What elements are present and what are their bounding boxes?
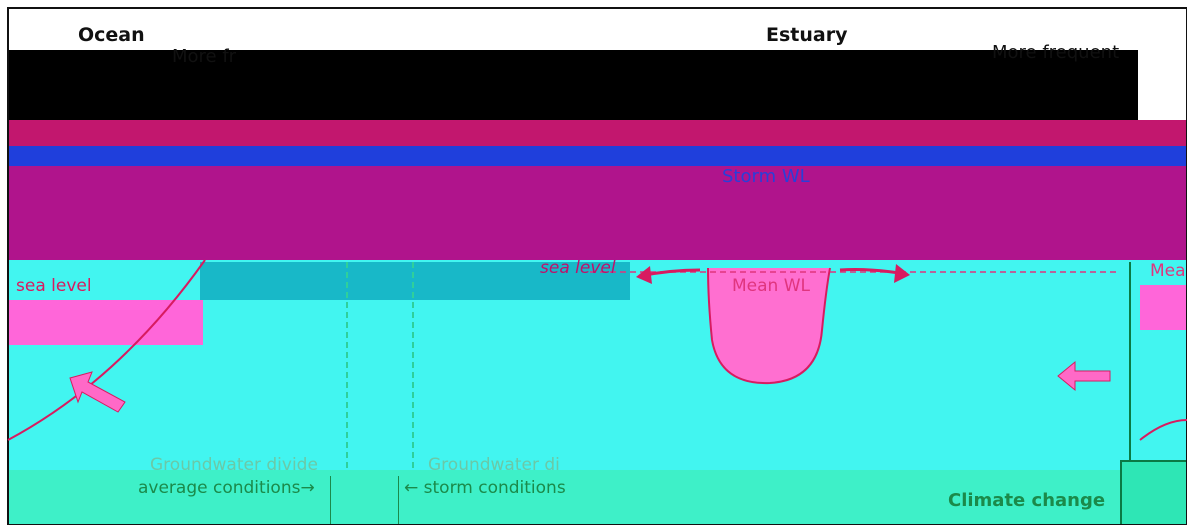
average-conditions-label: average conditions→ — [138, 478, 315, 498]
groundwater-divide-left-label: Groundwater divide — [150, 455, 318, 475]
mean-wl-label: Mean WL — [732, 276, 811, 296]
recharge-arrow-right — [1057, 360, 1111, 392]
saline-wedge-left — [8, 300, 203, 345]
sea-level-estuary-label: sea level — [540, 258, 616, 278]
beach-sediment-block — [200, 262, 630, 300]
tide-arrow-right-head — [894, 264, 910, 283]
more-frequent-right-label: More frequent — [992, 42, 1120, 63]
storm-wave-band — [8, 146, 1187, 166]
more-frequent-left-label: More fr — [172, 46, 237, 67]
storm-surge-band — [8, 120, 1187, 146]
groundwater-divide-average-line — [346, 262, 348, 468]
saltwater-interface-left — [7, 259, 206, 441]
average-conditions-marker — [330, 476, 331, 524]
intrusion-arrow-left — [69, 371, 126, 413]
water-surface-band — [8, 166, 1187, 260]
storm-conditions-label: ← storm conditions — [404, 478, 566, 498]
aquifer-lower-region — [8, 470, 1187, 525]
groundwater-divide-storm-line — [412, 262, 414, 468]
saline-wedge-right — [1140, 285, 1187, 330]
storm-wl-label: Storm WL — [722, 166, 810, 187]
climate-change-label: Climate change — [948, 490, 1106, 511]
ocean-label: Ocean — [78, 24, 145, 46]
tide-arrow-left-head — [636, 266, 652, 284]
sea-level-ocean-label: sea level — [16, 276, 92, 296]
sky-dark-band — [8, 50, 1138, 120]
estuary-channel — [707, 267, 831, 385]
climate-change-panel — [1120, 460, 1187, 525]
estuary-label: Estuary — [766, 24, 848, 46]
saltwater-interface-right — [1139, 419, 1187, 441]
groundwater-divide-right-label: Groundwater di — [428, 455, 560, 475]
storm-conditions-marker — [398, 476, 399, 524]
diagram-frame — [7, 7, 1187, 525]
mean-wl-right-label: Mea — [1150, 261, 1186, 281]
